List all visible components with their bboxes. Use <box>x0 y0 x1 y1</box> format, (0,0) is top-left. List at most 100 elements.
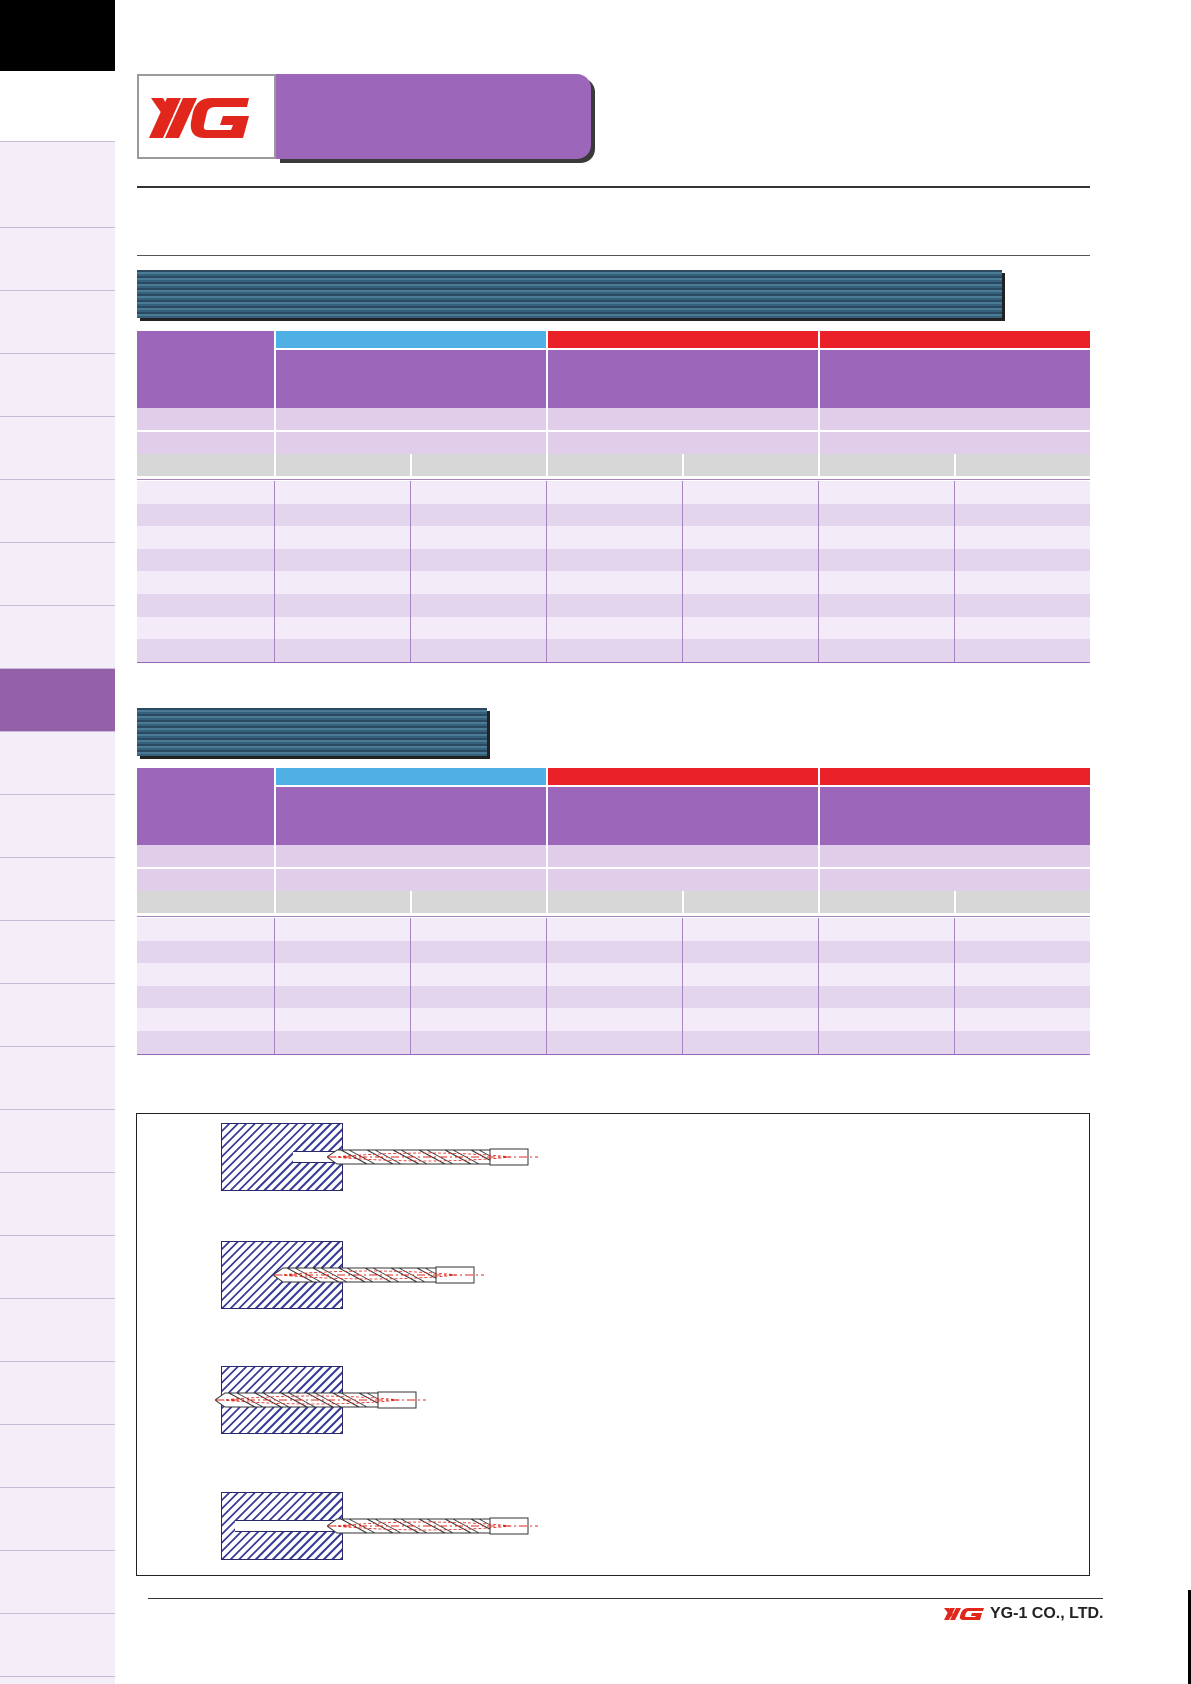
table-row <box>137 548 1090 572</box>
side-index-tab[interactable] <box>0 1299 115 1362</box>
header-divider <box>546 331 548 476</box>
side-index-tab[interactable] <box>0 858 115 921</box>
table-row <box>137 940 1090 964</box>
column-divider <box>274 481 275 662</box>
body-top-rule <box>137 479 1090 480</box>
spec-row <box>137 432 1090 454</box>
group-header <box>276 350 546 408</box>
side-index-tab[interactable] <box>0 228 115 291</box>
table-row <box>137 594 1090 617</box>
footer-logo-icon <box>944 1608 984 1620</box>
column-divider <box>410 481 411 662</box>
header-divider <box>274 331 276 476</box>
blue-category-band <box>276 331 546 348</box>
side-index-tab[interactable] <box>0 921 115 984</box>
column-divider <box>410 918 411 1054</box>
page-edge-mark <box>1188 1590 1191 1684</box>
spec-row <box>137 408 1090 430</box>
subheader-divider <box>410 454 412 476</box>
group-header <box>548 787 818 845</box>
table-row <box>137 616 1090 640</box>
spec-table-1 <box>137 331 1090 663</box>
body-bottom-rule <box>137 1053 1090 1055</box>
pilot-hole <box>235 1520 343 1532</box>
group-header <box>276 787 546 845</box>
side-index-tab[interactable] <box>0 417 115 480</box>
table-row <box>137 481 1090 504</box>
drill-bit-icon <box>327 1517 538 1535</box>
brand-logo <box>137 74 276 159</box>
subheader-row <box>137 454 1090 476</box>
side-index-tab[interactable] <box>0 1488 115 1551</box>
section-bar-1 <box>137 270 1002 318</box>
side-index-tab[interactable] <box>0 606 115 669</box>
side-index-blank <box>0 71 115 142</box>
company-name: YG-1 CO., LTD. <box>990 1605 1104 1622</box>
column-divider <box>546 918 547 1054</box>
drill-bit-icon <box>273 1266 484 1284</box>
side-index-tab[interactable] <box>0 1173 115 1236</box>
side-index-tab[interactable] <box>0 543 115 606</box>
table-corner-header <box>137 768 274 845</box>
group-header <box>820 787 1090 845</box>
side-index-tab[interactable] <box>0 165 115 228</box>
table-corner-header <box>137 331 274 408</box>
group-header <box>820 350 1090 408</box>
table-row <box>137 918 1090 941</box>
group-header <box>548 350 818 408</box>
side-index-tab[interactable] <box>0 984 115 1047</box>
table-row <box>137 1008 1090 1031</box>
table-row <box>137 526 1090 549</box>
drill-bit-icon <box>215 1391 426 1409</box>
side-index-tab[interactable] <box>0 1614 115 1677</box>
side-index-tab[interactable] <box>0 1110 115 1173</box>
yg-logo-icon <box>149 98 249 138</box>
side-index-tab[interactable] <box>0 1362 115 1425</box>
column-divider <box>682 918 683 1054</box>
table-row <box>137 639 1090 662</box>
column-divider <box>818 918 819 1054</box>
column-divider <box>954 481 955 662</box>
drilling-procedure-diagram <box>136 1113 1090 1576</box>
header-divider <box>818 331 820 476</box>
column-divider <box>954 918 955 1054</box>
blue-category-band <box>276 768 546 785</box>
side-index-tab-active[interactable] <box>0 669 115 732</box>
header-divider <box>274 768 276 913</box>
side-index-header <box>0 0 115 71</box>
table-row <box>137 985 1090 1009</box>
section-bar-2 <box>137 708 487 756</box>
side-index-tab[interactable] <box>0 1425 115 1488</box>
side-index-tab[interactable] <box>0 480 115 543</box>
table-row <box>137 571 1090 594</box>
subheader-divider <box>682 454 684 476</box>
spec-row <box>137 845 1090 867</box>
drill-bit-icon <box>327 1148 538 1166</box>
side-index-tab[interactable] <box>0 1047 115 1110</box>
subheader-divider <box>682 891 684 913</box>
subheader-divider <box>410 891 412 913</box>
side-index-tab[interactable] <box>0 354 115 417</box>
subheader-rule <box>137 255 1090 256</box>
subheader-divider <box>954 891 956 913</box>
side-index-tab[interactable] <box>0 291 115 354</box>
header-divider <box>546 768 548 913</box>
body-bottom-rule <box>137 661 1090 663</box>
column-divider <box>274 918 275 1054</box>
subheader-row <box>137 891 1090 913</box>
spec-table-2 <box>137 768 1090 1055</box>
table-row <box>137 1031 1090 1054</box>
table-row <box>137 963 1090 986</box>
table-row <box>137 503 1090 527</box>
spec-row <box>137 869 1090 891</box>
subheader-divider <box>954 454 956 476</box>
side-index-tab[interactable] <box>0 732 115 795</box>
side-index-tab[interactable] <box>0 1551 115 1614</box>
column-divider <box>682 481 683 662</box>
column-divider <box>546 481 547 662</box>
column-divider <box>818 481 819 662</box>
side-index-tab[interactable] <box>0 795 115 858</box>
side-index-tab[interactable] <box>0 1236 115 1299</box>
footer-rule <box>148 1598 1103 1599</box>
header-divider <box>818 768 820 913</box>
